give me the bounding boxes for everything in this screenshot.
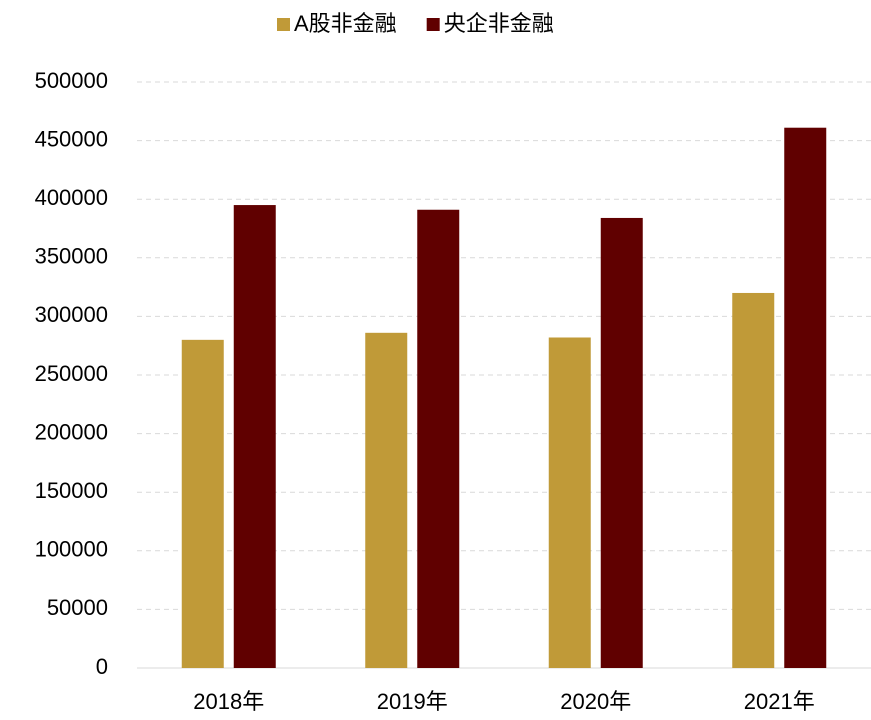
y-tick-label: 0 <box>96 654 108 679</box>
legend-swatch <box>277 18 290 31</box>
bar <box>233 205 276 668</box>
x-tick-label: 2019年 <box>377 689 448 714</box>
bar <box>732 292 775 668</box>
legend-label: 央企非金融 <box>444 11 554 36</box>
y-tick-label: 250000 <box>35 361 108 386</box>
y-tick-label: 450000 <box>35 126 108 151</box>
bar <box>417 209 460 669</box>
legend-swatch <box>426 18 440 31</box>
y-tick-label: 50000 <box>47 595 108 620</box>
bar <box>784 127 827 668</box>
x-tick-label: 2021年 <box>744 689 815 714</box>
y-tick-label: 300000 <box>35 302 108 327</box>
y-tick-label: 100000 <box>35 537 108 562</box>
bar <box>181 339 224 668</box>
y-tick-label: 200000 <box>35 419 108 444</box>
y-tick-label: 400000 <box>35 185 108 210</box>
y-tick-label: 500000 <box>35 68 108 93</box>
legend-label: A股非金融 <box>294 11 397 36</box>
y-tick-label: 150000 <box>35 478 108 503</box>
bar <box>548 337 591 668</box>
x-tick-label: 2018年 <box>193 689 264 714</box>
y-tick-label: 350000 <box>35 244 108 269</box>
bar <box>365 332 408 668</box>
x-tick-label: 2020年 <box>560 689 631 714</box>
bar <box>600 217 643 668</box>
